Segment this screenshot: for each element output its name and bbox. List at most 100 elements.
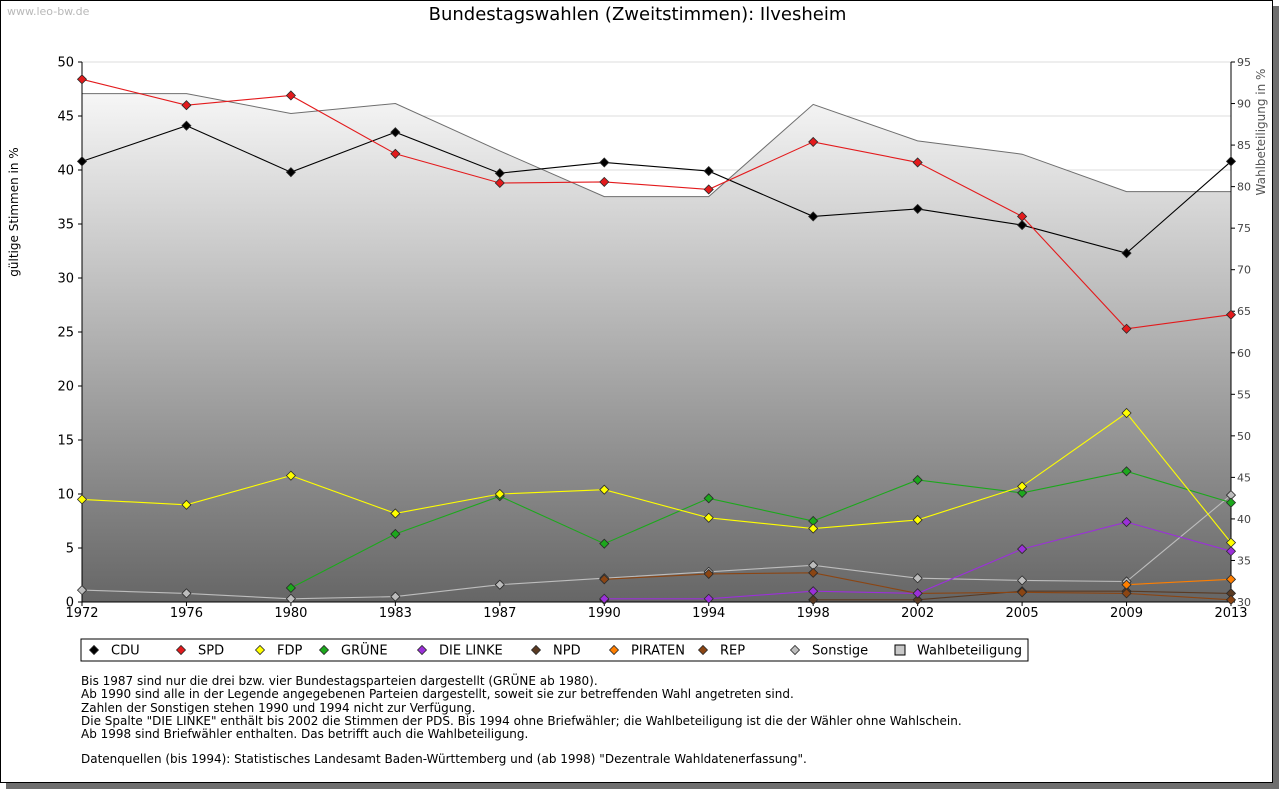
- data-point-spd: [181, 100, 192, 111]
- y-right-tick-label: 70: [1237, 264, 1251, 277]
- data-point-spd: [703, 184, 714, 195]
- data-point-piraten: [1121, 579, 1132, 590]
- data-point-spd: [1225, 309, 1237, 320]
- data-point-sonstige: [285, 593, 296, 604]
- legend-marker: [789, 644, 801, 656]
- data-point-sonstige: [76, 585, 88, 596]
- data-point-fdp: [285, 470, 296, 481]
- data-point-die-linke: [808, 586, 819, 597]
- y-tick-label: 0: [66, 596, 74, 611]
- data-point-gr-ne: [912, 474, 923, 486]
- legend: [80, 638, 1029, 662]
- legend-marker: [254, 644, 266, 656]
- legend-marker: [697, 644, 709, 656]
- data-point-die-linke: [1225, 546, 1237, 557]
- data-point-cdu: [285, 167, 296, 178]
- data-point-spd: [76, 74, 88, 85]
- y-right-tick-label: 60: [1237, 347, 1251, 360]
- data-point-cdu: [703, 166, 714, 177]
- data-point-spd: [494, 177, 505, 189]
- x-tick-label: 2002: [901, 606, 934, 621]
- note-line: Bis 1987 sind nur die drei bzw. vier Bun…: [81, 674, 598, 688]
- note-line: Ab 1990 sind alle in der Legende angegeb…: [81, 687, 794, 702]
- data-point-fdp: [808, 523, 819, 534]
- data-point-rep: [703, 568, 714, 579]
- x-tick-label: 1972: [65, 606, 98, 621]
- x-tick-label: 1987: [483, 606, 516, 621]
- data-point-fdp: [390, 508, 401, 519]
- y-tick-label: 30: [57, 272, 74, 287]
- x-tick-label: 1998: [797, 606, 830, 621]
- data-point-cdu: [808, 211, 819, 222]
- legend-marker: [894, 644, 906, 656]
- legend-label: Sonstige: [812, 644, 868, 659]
- data-point-die-linke: [599, 593, 610, 604]
- legend-label: Wahlbeteiligung: [917, 644, 1022, 659]
- data-point-spd: [599, 176, 610, 187]
- x-tick-label: 1980: [274, 606, 307, 621]
- data-point-gr-ne: [1121, 466, 1132, 477]
- data-point-spd: [808, 136, 819, 147]
- y-tick-label: 50: [57, 56, 74, 71]
- data-point-fdp: [1121, 407, 1132, 419]
- data-point-die-linke: [703, 593, 714, 604]
- data-point-sonstige: [390, 591, 401, 602]
- y-right-tick-label: 90: [1237, 98, 1251, 111]
- series-line-spd: [81, 78, 1232, 330]
- legend-label: DIE LINKE: [439, 644, 503, 659]
- data-point-fdp: [599, 484, 610, 495]
- x-tick-label: 1983: [379, 606, 412, 621]
- legend-marker: [608, 644, 620, 656]
- series-line-cdu: [81, 125, 1232, 254]
- y-right-tick-label: 55: [1237, 388, 1251, 401]
- legend-label: SPD: [198, 644, 224, 659]
- data-point-gr-ne: [1225, 497, 1237, 508]
- data-point-sonstige: [181, 588, 192, 599]
- data-point-gr-ne: [703, 493, 714, 504]
- series-line-gr-ne: [290, 470, 1232, 589]
- data-point-spd: [1121, 323, 1132, 334]
- note-line: Die Spalte "DIE LINKE" enthält bis 2002 …: [81, 713, 962, 728]
- data-point-die-linke: [912, 588, 923, 599]
- y-tick-label: 20: [57, 380, 74, 395]
- data-point-sonstige: [494, 579, 505, 590]
- data-point-cdu: [494, 168, 505, 179]
- legend-label: GRÜNE: [341, 642, 388, 659]
- data-point-gr-ne: [599, 538, 610, 549]
- data-point-spd: [285, 90, 296, 101]
- x-tick-label: 2005: [1006, 606, 1039, 621]
- y-tick-label: 15: [57, 434, 74, 449]
- legend-marker: [88, 644, 100, 656]
- data-point-cdu: [1121, 248, 1132, 259]
- y-right-tick-label: 85: [1237, 139, 1251, 152]
- data-point-npd: [808, 594, 819, 605]
- data-point-sonstige: [912, 573, 923, 584]
- data-point-sonstige: [1017, 575, 1028, 586]
- source-note: Datenquellen (bis 1994): Statistisches L…: [81, 752, 807, 767]
- x-tick-label: 2013: [1214, 606, 1247, 621]
- data-point-cdu: [599, 157, 610, 168]
- series-line-piraten: [1126, 578, 1232, 586]
- data-point-cdu: [1017, 220, 1028, 231]
- watermark: www.leo-bw.de: [7, 5, 90, 18]
- data-point-fdp: [494, 488, 505, 500]
- y-right-tick-label: 65: [1237, 305, 1251, 318]
- data-point-rep: [808, 567, 819, 578]
- y-tick-label: 25: [57, 326, 74, 341]
- data-point-gr-ne: [390, 528, 401, 540]
- data-point-spd: [1017, 211, 1028, 222]
- data-point-rep: [1121, 588, 1132, 599]
- x-tick-label: 1990: [588, 606, 621, 621]
- data-point-fdp: [1017, 481, 1028, 492]
- y-tick-label: 40: [57, 164, 74, 179]
- legend-marker: [530, 644, 542, 656]
- data-point-cdu: [912, 203, 923, 214]
- series-line-fdp: [81, 412, 1232, 543]
- data-point-piraten: [1225, 574, 1237, 585]
- y-right-tick-label: 40: [1237, 513, 1251, 526]
- legend-label: NPD: [553, 644, 581, 659]
- data-point-rep: [1225, 594, 1237, 605]
- y-right-tick-label: 75: [1237, 222, 1251, 235]
- y-right-tick-label: 35: [1237, 554, 1251, 567]
- note-line: Ab 1998 sind Briefwähler enthalten. Das …: [81, 727, 529, 742]
